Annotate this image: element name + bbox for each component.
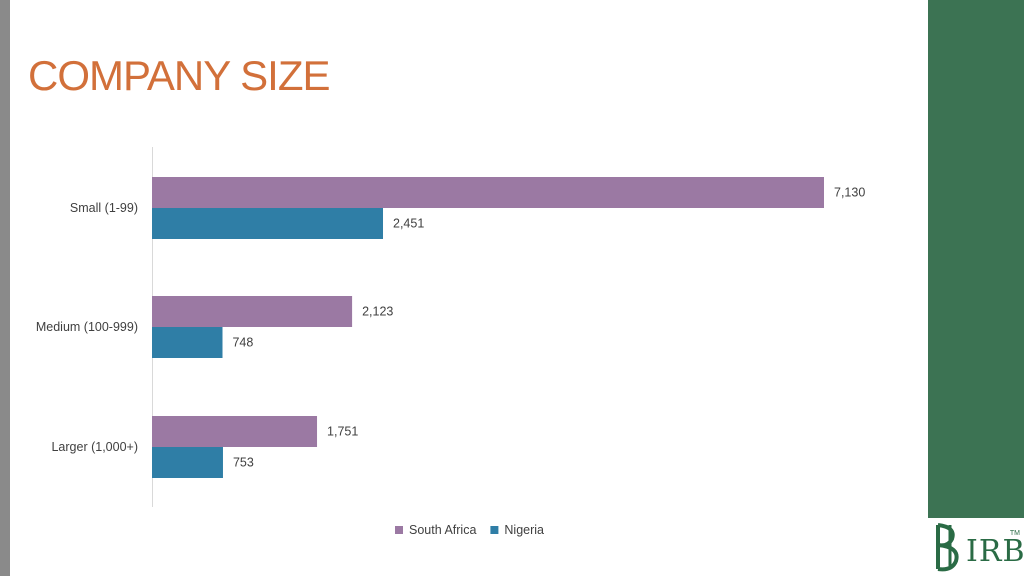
category-label: Larger (1,000+) bbox=[51, 440, 138, 454]
logo-mark-icon bbox=[936, 523, 959, 572]
legend-swatch bbox=[395, 526, 403, 534]
irb-logo: IRB TM bbox=[928, 518, 1024, 576]
data-label: 748 bbox=[232, 336, 253, 350]
right-side-panel bbox=[928, 0, 1024, 576]
logo-trademark: TM bbox=[1009, 530, 1020, 537]
bar-nigeria bbox=[152, 208, 384, 239]
legend-label: Nigeria bbox=[504, 523, 544, 537]
category-label: Small (1-99) bbox=[70, 201, 138, 215]
data-label: 2,451 bbox=[393, 217, 424, 231]
data-label: 1,751 bbox=[327, 425, 358, 439]
logo-text: IRB bbox=[966, 534, 1024, 569]
legend-label: South Africa bbox=[409, 523, 476, 537]
slide-title: COMPANY SIZE bbox=[28, 52, 331, 99]
bar-nigeria bbox=[152, 447, 223, 478]
bar-chart: Small (1-99) 7,130 2,451 Medium (100-999) 2,… bbox=[36, 147, 865, 537]
bar-south-africa bbox=[152, 416, 318, 447]
data-label: 2,123 bbox=[362, 305, 393, 319]
bar-south-africa bbox=[152, 296, 353, 327]
data-label: 753 bbox=[233, 456, 254, 470]
bar-nigeria bbox=[152, 327, 223, 358]
category-label: Medium (100-999) bbox=[36, 320, 138, 334]
bar-south-africa bbox=[152, 177, 824, 208]
left-edge-bar bbox=[0, 0, 10, 576]
legend-swatch bbox=[490, 526, 499, 534]
data-label: 7,130 bbox=[834, 186, 865, 200]
